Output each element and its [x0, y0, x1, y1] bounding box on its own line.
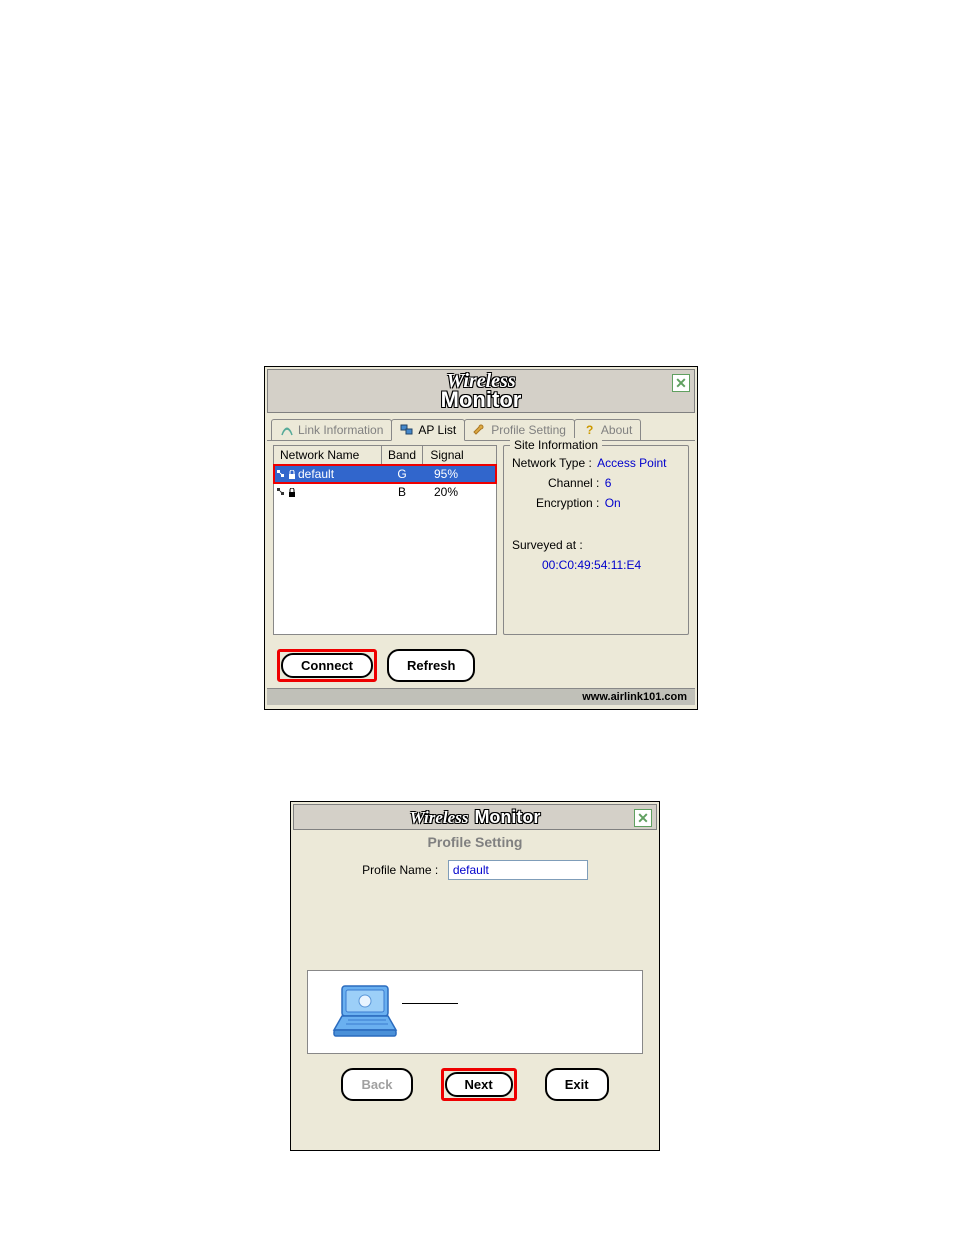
- cell-signal: 95%: [422, 466, 470, 482]
- profile-name-row: Profile Name :: [293, 854, 657, 970]
- tab-about[interactable]: ? About: [574, 419, 641, 440]
- tab-label: About: [601, 423, 632, 437]
- tab-ap-list[interactable]: AP List: [391, 419, 465, 441]
- surveyed-label: Surveyed at :: [512, 538, 583, 552]
- col-header-band[interactable]: Band: [382, 446, 423, 464]
- mac-address: 00:C0:49:54:11:E4: [512, 558, 680, 572]
- computers-icon: [400, 423, 414, 437]
- wrench-icon: [473, 423, 487, 437]
- cell-name: default: [298, 467, 334, 481]
- tab-label: Link Information: [298, 423, 383, 437]
- profile-setting-dialog: Wireless Monitor ✕ Profile Setting Profi…: [290, 801, 660, 1151]
- profile-name-label: Profile Name :: [362, 863, 438, 877]
- laptop-icon: [328, 980, 408, 1044]
- channel-value: 6: [605, 476, 612, 490]
- ap-list-panel: Network Name Band Signal default G 95%: [273, 445, 497, 635]
- refresh-button[interactable]: Refresh: [387, 649, 475, 682]
- cell-band: G: [382, 466, 422, 482]
- network-type-label: Network Type :: [512, 456, 592, 470]
- network-icon: [276, 469, 286, 479]
- close-button[interactable]: ✕: [672, 374, 690, 392]
- antenna-line: [402, 1003, 458, 1004]
- ap-row[interactable]: default G 95%: [274, 465, 496, 483]
- encryption-value: On: [605, 496, 621, 510]
- table-header: Network Name Band Signal: [273, 445, 497, 465]
- button-row: Connect Refresh: [267, 643, 695, 688]
- exit-button[interactable]: Exit: [545, 1068, 609, 1101]
- tab-link-information[interactable]: Link Information: [271, 419, 392, 440]
- col-header-signal[interactable]: Signal: [423, 446, 471, 464]
- table-body[interactable]: default G 95% B 20%: [273, 465, 497, 635]
- highlight-connect: Connect: [277, 649, 377, 682]
- wireless-monitor-ap-dialog: Wireless Monitor ✕ Link Information AP L…: [264, 366, 698, 710]
- lock-icon: [288, 470, 296, 479]
- cell-band: B: [382, 484, 422, 500]
- site-info-panel: Site Information Network Type : Access P…: [503, 445, 689, 635]
- close-button[interactable]: ✕: [634, 809, 652, 827]
- cell-signal: 20%: [422, 484, 470, 500]
- illustration-box: [307, 970, 643, 1054]
- close-icon: ✕: [675, 376, 687, 390]
- profile-name-input[interactable]: [448, 860, 588, 880]
- next-button[interactable]: Next: [445, 1072, 513, 1097]
- encryption-label: Encryption :: [536, 496, 599, 510]
- brand-logo: Wireless Monitor: [441, 372, 522, 410]
- connect-button[interactable]: Connect: [281, 653, 373, 678]
- question-icon: ?: [583, 423, 597, 437]
- tab-bar: Link Information AP List Profile Setting…: [267, 413, 695, 441]
- close-icon: ✕: [637, 811, 649, 825]
- bottom-button-row: Back Next Exit: [293, 1064, 657, 1115]
- dialog-subtitle: Profile Setting: [293, 830, 657, 854]
- ap-row[interactable]: B 20%: [274, 483, 496, 501]
- highlight-next: Next: [441, 1068, 517, 1101]
- col-header-name[interactable]: Network Name: [274, 446, 382, 464]
- signal-icon: [280, 423, 294, 437]
- tab-profile-setting[interactable]: Profile Setting: [464, 419, 575, 440]
- brand-monitor: Monitor: [441, 390, 522, 410]
- back-button[interactable]: Back: [341, 1068, 412, 1101]
- brand-wireless: Wireless: [410, 810, 469, 825]
- tab-label: Profile Setting: [491, 423, 566, 437]
- lock-icon: [288, 488, 296, 497]
- channel-label: Channel :: [548, 476, 599, 490]
- content-area: Network Name Band Signal default G 95%: [267, 441, 695, 643]
- brand-logo: Wireless Monitor: [294, 809, 656, 825]
- network-type-value: Access Point: [597, 456, 666, 470]
- tab-label: AP List: [418, 423, 456, 437]
- svg-text:?: ?: [586, 423, 593, 437]
- title-bar: Wireless Monitor ✕: [267, 369, 695, 413]
- network-icon: [276, 487, 286, 497]
- site-info-title: Site Information: [510, 438, 602, 452]
- brand-monitor: Monitor: [474, 809, 540, 825]
- footer-url: www.airlink101.com: [267, 688, 695, 705]
- title-bar: Wireless Monitor ✕: [293, 804, 657, 830]
